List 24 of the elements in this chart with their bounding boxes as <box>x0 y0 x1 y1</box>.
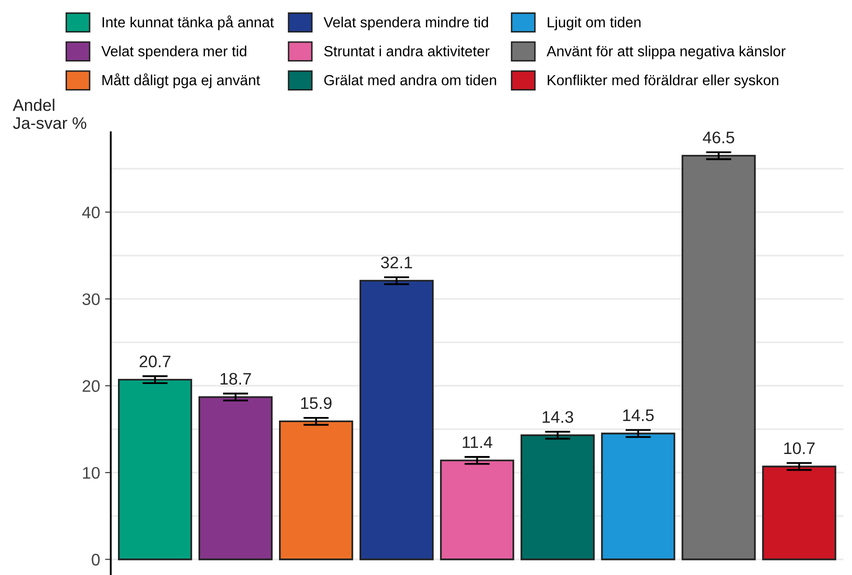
y-tick-label: 20 <box>82 380 100 392</box>
data-label: 11.4 <box>462 436 492 448</box>
data-label: 20.7 <box>140 356 170 368</box>
y-tick-label: 30 <box>82 293 100 306</box>
legend-label: Använt för att slippa negativa känslor <box>546 46 786 60</box>
data-label: 10.7 <box>784 442 815 454</box>
data-label: 14.5 <box>623 410 654 422</box>
y-axis-title: Andel Ja-svar % <box>12 98 86 129</box>
data-label: 32.1 <box>381 256 412 268</box>
legend-label: Velat spendera mindre tid <box>324 16 488 30</box>
y-tick-label: 40 <box>82 206 100 218</box>
data-label: 14.3 <box>542 411 574 423</box>
y-tick-label: 0 <box>92 554 100 566</box>
legend-label: Mått dåligt pga ej använt <box>102 73 260 88</box>
legend-label: Velat spendera mer tid <box>101 46 246 60</box>
data-label: 46.5 <box>702 132 734 144</box>
legend-label: Struntat i andra aktiviteter <box>324 46 490 56</box>
data-label: 15.9 <box>301 397 332 410</box>
legend-label: Grälat med andra om tiden <box>324 74 496 86</box>
legend-label: Konflikter med föräldrar eller syskon <box>548 74 778 88</box>
data-label: 18.7 <box>220 372 251 385</box>
legend-label: Inte kunnat tänka på annat <box>102 16 274 30</box>
y-tick-label: 10 <box>83 466 100 479</box>
legend-label: Ljugit om tiden <box>548 16 640 30</box>
